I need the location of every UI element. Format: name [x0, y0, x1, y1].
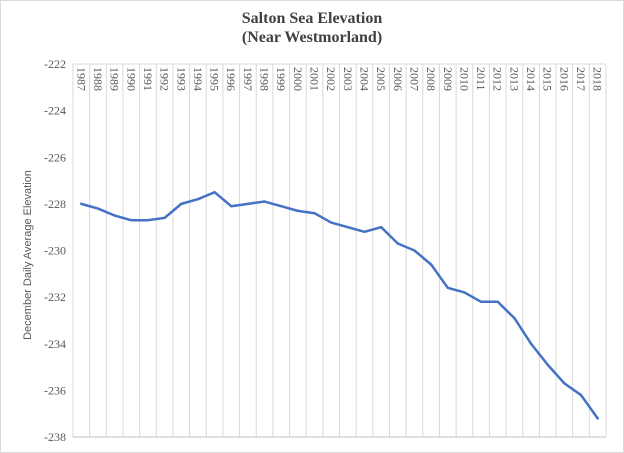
data-point	[379, 225, 383, 229]
data-point	[479, 300, 483, 303]
x-tick-label: 1999	[274, 67, 288, 91]
x-tick-label: 1991	[141, 67, 155, 91]
y-tick-label: -238	[44, 430, 66, 444]
x-tick-label: 2017	[574, 67, 588, 91]
data-point	[80, 202, 83, 206]
x-tick-label: 2003	[341, 67, 355, 91]
x-tick-label: 1992	[158, 67, 172, 91]
data-point	[329, 221, 333, 224]
data-point	[146, 218, 150, 222]
y-tick-label: -234	[44, 337, 66, 351]
data-point	[296, 209, 300, 213]
data-point	[446, 286, 449, 289]
x-tick-label: 2007	[407, 67, 421, 91]
data-point	[596, 417, 599, 420]
y-tick-label: -236	[44, 383, 66, 397]
x-tick-label: 2001	[308, 67, 322, 91]
data-point	[513, 316, 516, 320]
data-point	[579, 393, 583, 397]
data-point	[429, 263, 433, 266]
x-tick-label: 2006	[391, 67, 405, 91]
data-point	[529, 342, 533, 345]
x-tick-label: 2016	[557, 67, 571, 91]
x-tick-label: 1998	[258, 67, 272, 91]
x-tick-label: 2015	[541, 67, 555, 91]
x-tick-label: 1994	[191, 67, 205, 91]
data-point	[213, 191, 216, 194]
x-tick-label: 1990	[124, 67, 138, 91]
y-tick-label: -232	[44, 290, 66, 304]
x-tick-label: 1995	[208, 67, 222, 91]
data-point	[130, 218, 133, 222]
y-tick-label: -226	[44, 150, 66, 164]
x-tick-label: 2010	[457, 67, 471, 91]
data-point	[230, 205, 233, 208]
data-point	[346, 225, 350, 229]
data-point	[463, 291, 466, 294]
x-tick-label: 2002	[324, 67, 338, 91]
x-tick-label: 2011	[474, 67, 488, 91]
x-tick-label: 2012	[491, 67, 505, 91]
data-point	[363, 230, 366, 234]
x-tick-label: 1988	[91, 67, 105, 91]
x-tick-label: 1996	[224, 67, 238, 91]
x-tick-label: 2000	[291, 67, 305, 91]
data-point	[280, 205, 283, 208]
series-line	[80, 190, 599, 420]
data-point	[563, 382, 566, 385]
x-tick-label: 1987	[74, 67, 88, 91]
x-tick-label: 2009	[441, 67, 455, 91]
data-point	[196, 198, 200, 201]
data-point	[263, 200, 266, 203]
x-tick-label: 1997	[241, 67, 255, 91]
x-tick-label: 2018	[591, 67, 605, 91]
y-tick-label: -230	[44, 244, 66, 258]
data-point	[313, 212, 316, 215]
data-point	[163, 216, 166, 220]
y-tick-label: -224	[44, 104, 66, 118]
data-point	[96, 207, 100, 210]
data-point	[113, 214, 116, 217]
y-tick-label: -228	[44, 197, 66, 211]
x-tick-label: 2008	[424, 67, 438, 91]
chart-title: Salton Sea Elevation	[241, 10, 383, 27]
data-point	[180, 202, 183, 206]
x-tick-label: 2005	[374, 67, 388, 91]
data-point	[246, 202, 250, 206]
x-tick-label: 1993	[174, 67, 188, 91]
data-point	[546, 363, 549, 366]
data-point	[496, 300, 499, 303]
x-tick-label: 2013	[507, 67, 521, 91]
x-tick-label: 2004	[357, 67, 371, 91]
data-point	[396, 242, 399, 245]
y-tick-label: -222	[44, 57, 66, 71]
data-point	[413, 249, 416, 252]
x-tick-label: 1989	[108, 67, 122, 91]
chart-subtitle: (Near Westmorland)	[241, 29, 383, 46]
x-tick-label: 2014	[524, 67, 538, 91]
